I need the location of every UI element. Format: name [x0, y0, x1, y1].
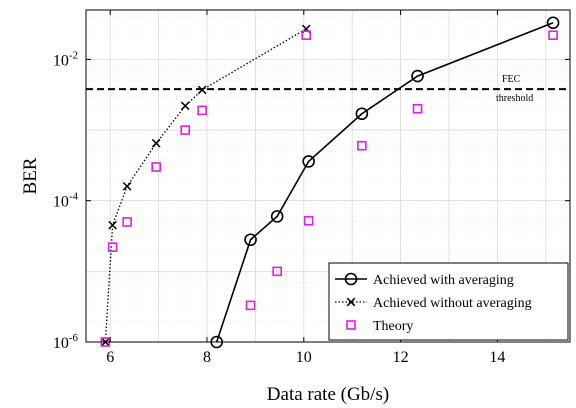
y-tick-label: 10-4 — [53, 191, 79, 211]
y-axis-label: BER — [20, 157, 41, 194]
data-point — [151, 162, 161, 172]
legend-marker — [344, 272, 358, 286]
data-point — [122, 217, 132, 227]
data-point — [197, 85, 207, 95]
legend-label: Achieved without averaging — [373, 296, 532, 311]
legend-label: Achieved with averaging — [373, 273, 514, 288]
data-point — [108, 220, 117, 230]
y-tick-label: 10-2 — [53, 49, 78, 69]
data-point — [548, 30, 558, 40]
legend-marker — [346, 297, 356, 307]
tick-labels: 6 8 10 12 14 10-6 10-4 10-2 — [53, 49, 506, 366]
data-point — [412, 103, 423, 114]
series-line — [215, 22, 554, 343]
plot-frame — [85, 9, 571, 343]
legend-marker — [346, 320, 356, 330]
legend: Achieved with averaging Achieved without … — [328, 262, 569, 341]
y-tick-label: 10-6 — [53, 332, 79, 352]
series-1 — [101, 24, 311, 347]
data-point — [357, 140, 367, 151]
data-point — [302, 155, 315, 168]
data-point — [411, 69, 424, 83]
data-point — [272, 266, 282, 277]
data-point — [151, 138, 161, 148]
fec-threshold-label: FEC — [502, 74, 521, 85]
legend-box — [328, 262, 569, 341]
legend-label: Theory — [373, 319, 413, 334]
fec-threshold: FEC threshold — [86, 74, 570, 104]
data-point — [270, 210, 284, 223]
data-point — [355, 107, 369, 121]
axis-ticks — [86, 10, 570, 343]
x-axis-label: Data rate (Gb/s) — [267, 384, 389, 405]
data-point — [180, 125, 191, 135]
x-tick-label: 12 — [393, 349, 409, 366]
data-point — [303, 215, 314, 226]
data-point — [197, 105, 207, 116]
data-point — [180, 101, 190, 111]
series-0 — [210, 16, 560, 349]
data-point — [107, 242, 118, 252]
data-point — [301, 30, 312, 40]
data-point — [244, 233, 257, 247]
data-point — [122, 181, 132, 191]
x-tick-label: 6 — [106, 349, 114, 366]
x-tick-label: 10 — [296, 349, 312, 366]
data-point — [245, 300, 256, 311]
fec-threshold-label: threshold — [496, 93, 533, 104]
x-tick-label: 8 — [203, 349, 211, 366]
series-layer — [100, 16, 560, 349]
x-tick-label: 14 — [489, 349, 505, 366]
data-point — [546, 16, 560, 30]
